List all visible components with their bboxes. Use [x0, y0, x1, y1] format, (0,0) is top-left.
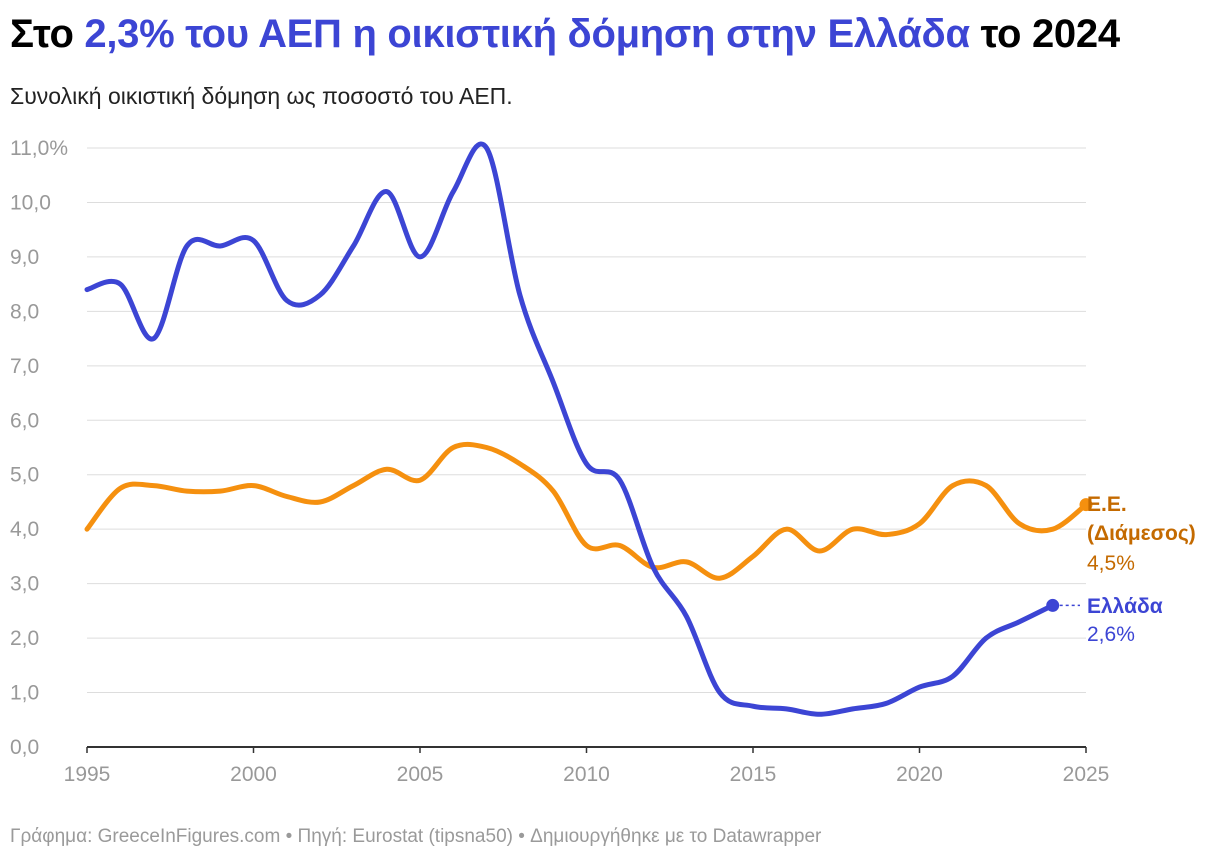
- series-line-greece: [84, 141, 1056, 717]
- series-label-eu-line2: (Διάμεσος): [1087, 522, 1196, 545]
- y-tick-label: 2,0: [10, 627, 39, 650]
- y-tick-label: 8,0: [10, 300, 39, 323]
- title-prefix: Στο: [10, 12, 85, 56]
- y-tick-label: 5,0: [10, 464, 39, 487]
- title-highlight: 2,3% του ΑΕΠ η οικιστική δόμηση στην Ελλ…: [84, 12, 970, 56]
- series-line-eu: [84, 441, 1089, 581]
- series-value-label-greece: 2,6%: [1087, 623, 1135, 646]
- x-tick-label: 1995: [64, 763, 111, 786]
- x-tick-label: 2020: [896, 763, 943, 786]
- y-tick-label: 3,0: [10, 573, 39, 596]
- chart-subtitle: Συνολική οικιστική δόμηση ως ποσοστό του…: [10, 83, 513, 109]
- series-end-marker-greece: [1046, 598, 1060, 612]
- chart-title: Στο 2,3% του ΑΕΠ η οικιστική δόμηση στην…: [10, 12, 1120, 57]
- series-end-marker-eu: [1079, 498, 1093, 512]
- x-tick-label: 2025: [1063, 763, 1110, 786]
- y-tick-label: 6,0: [10, 409, 39, 432]
- series-label-eu-line1: Ε.Ε.: [1087, 493, 1127, 516]
- y-tick-label: 10,0: [10, 191, 51, 214]
- x-tick-label: 2000: [230, 763, 277, 786]
- y-tick-label: 7,0: [10, 355, 39, 378]
- y-tick-label: 1,0: [10, 682, 39, 705]
- y-tick-label: 4,0: [10, 518, 39, 541]
- x-tick-label: 2010: [563, 763, 610, 786]
- y-tick-label: 11,0%: [10, 137, 68, 160]
- series-label-greece: Ελλάδα: [1087, 595, 1163, 618]
- x-tick-label: 2015: [730, 763, 777, 786]
- x-tick-label: 2005: [397, 763, 444, 786]
- y-tick-label: 9,0: [10, 246, 39, 269]
- y-tick-label: 0,0: [10, 736, 39, 759]
- chart-footer: Γράφημα: GreeceInFigures.com • Πηγή: Eur…: [10, 826, 822, 847]
- series-value-label-eu: 4,5%: [1087, 552, 1135, 575]
- title-suffix: το 2024: [969, 12, 1120, 56]
